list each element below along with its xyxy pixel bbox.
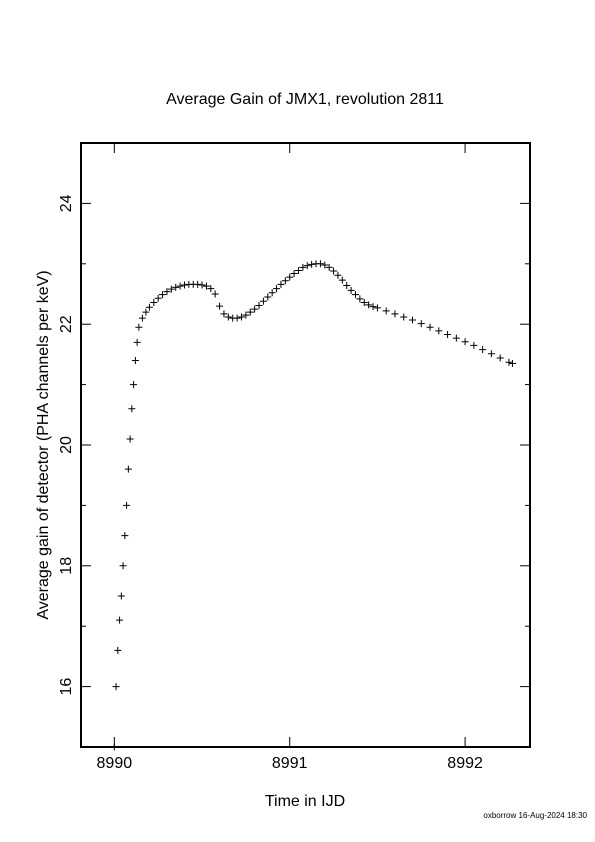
data-point (479, 346, 487, 354)
data-point (159, 291, 167, 299)
data-point (202, 282, 210, 290)
data-point (444, 330, 452, 338)
x-tick-label: 8991 (272, 755, 308, 772)
data-point (391, 310, 399, 318)
data-point (242, 311, 250, 319)
x-tick-label: 8992 (447, 755, 483, 772)
data-point (163, 288, 171, 296)
data-point (338, 276, 346, 284)
footer: oxborrow 16-Aug-2024 18:30 (483, 811, 587, 820)
data-point (308, 260, 316, 268)
data-point (365, 301, 373, 309)
data-point (224, 313, 232, 321)
data-point (128, 405, 136, 413)
data-point (281, 277, 289, 285)
data-point (400, 313, 408, 321)
y-tick-label: 20 (58, 436, 75, 454)
data-point (273, 285, 281, 293)
data-point (154, 294, 162, 302)
data-point (408, 316, 416, 324)
data-point (198, 281, 206, 289)
data-point (119, 562, 127, 570)
data-point (220, 310, 228, 318)
data-point (264, 293, 272, 301)
data-point (121, 532, 129, 540)
data-point (130, 381, 138, 389)
data-point (505, 358, 513, 366)
data-point (135, 323, 143, 331)
data-point (124, 465, 132, 473)
data-point (233, 314, 241, 322)
data-point (277, 280, 285, 288)
data-point (207, 285, 215, 293)
data-point (470, 341, 478, 349)
data-point (131, 356, 139, 364)
data-point (316, 260, 324, 268)
data-point (180, 281, 188, 289)
data-point (299, 263, 307, 271)
data-point (330, 267, 338, 275)
data-point (167, 285, 175, 293)
data-point (435, 327, 443, 335)
data-point (150, 298, 158, 306)
data-point (194, 280, 202, 288)
y-tick-label: 24 (58, 194, 75, 212)
data-point (294, 266, 302, 274)
data-point (382, 307, 390, 315)
data-point (369, 303, 377, 311)
data-point (176, 282, 184, 290)
data-point (321, 261, 329, 269)
data-point (255, 301, 263, 309)
data-point (290, 269, 298, 277)
plot-frame (80, 142, 531, 748)
y-tick-label: 22 (58, 315, 75, 333)
x-axis-label: Time in IJD (265, 793, 345, 810)
chart-title: Average Gain of JMX1, revolution 2811 (166, 91, 444, 108)
data-point (461, 338, 469, 346)
data-point (487, 350, 495, 358)
data-point (360, 298, 368, 306)
data-point (126, 435, 134, 443)
data-point (351, 291, 359, 299)
data-point (426, 323, 434, 331)
data-point (211, 290, 219, 298)
data-point (334, 271, 342, 279)
data-point (114, 646, 122, 654)
data-point (145, 303, 153, 311)
data-point (356, 295, 364, 303)
data-point (172, 283, 180, 291)
data-point (496, 354, 504, 362)
data-point (452, 334, 460, 342)
y-tick-label: 16 (58, 678, 75, 696)
data-point (343, 282, 351, 290)
data-point (133, 338, 141, 346)
data-point (417, 320, 425, 328)
data-point (246, 308, 254, 316)
data-point (508, 359, 516, 367)
data-point (259, 297, 267, 305)
data-point (325, 263, 333, 271)
data-point (142, 308, 150, 316)
data-point (373, 304, 381, 312)
y-tick-label: 18 (58, 557, 75, 575)
y-axis-label: Average gain of detector (PHA channels p… (35, 270, 52, 619)
data-point (286, 273, 294, 281)
data-point (138, 314, 146, 322)
data-point (110, 743, 118, 751)
data-point (268, 289, 276, 297)
data-point (303, 262, 311, 270)
data-point (347, 286, 355, 294)
data-point (251, 305, 259, 313)
data-point (117, 592, 125, 600)
data-point (216, 302, 224, 310)
data-point (237, 313, 245, 321)
data-point (112, 683, 120, 691)
data-point (116, 616, 124, 624)
data-point (123, 501, 131, 509)
x-tick-label: 8990 (97, 755, 133, 772)
